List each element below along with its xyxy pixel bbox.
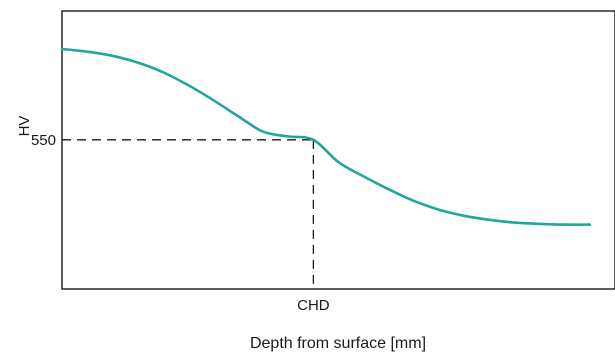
x-tick-label-0: CHD: [297, 297, 330, 314]
y-tick-label-0: 550: [31, 132, 56, 149]
y-axis-label: HV: [16, 116, 33, 137]
series-layer: [60, 47, 592, 226]
plot-frame: [61, 10, 615, 290]
series-line-0: [60, 47, 592, 226]
reference-lines: [62, 139, 315, 289]
x-axis-label: Depth from surface [mm]: [250, 335, 426, 352]
tick-layer: 550 CHD: [31, 132, 330, 314]
